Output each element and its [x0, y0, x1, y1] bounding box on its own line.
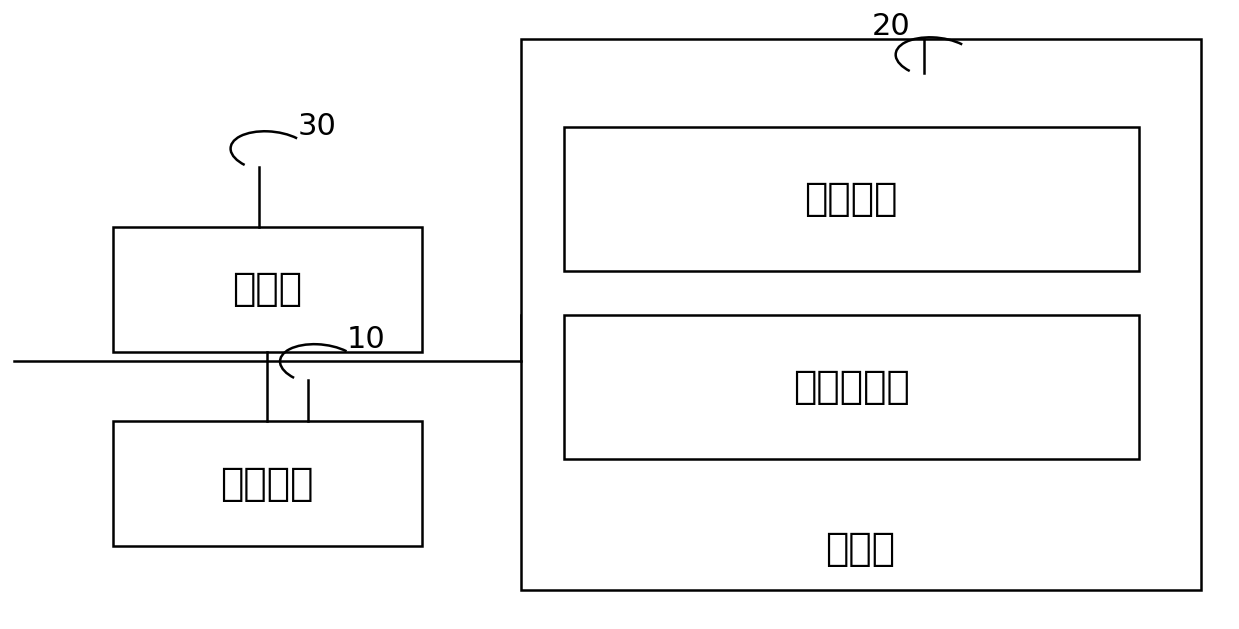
FancyBboxPatch shape [564, 314, 1139, 459]
FancyBboxPatch shape [113, 227, 421, 352]
FancyBboxPatch shape [564, 126, 1139, 270]
Text: 通信模块: 通信模块 [221, 465, 313, 503]
Text: 处理器: 处理器 [232, 270, 302, 308]
Text: 10: 10 [347, 325, 385, 354]
Text: 30: 30 [297, 112, 336, 141]
FancyBboxPatch shape [520, 39, 1201, 590]
Text: 存储器: 存储器 [825, 530, 896, 569]
Text: 操作系统: 操作系统 [804, 180, 898, 218]
Text: 计算机程序: 计算机程序 [793, 367, 909, 406]
FancyBboxPatch shape [113, 421, 421, 546]
Text: 20: 20 [872, 12, 911, 41]
